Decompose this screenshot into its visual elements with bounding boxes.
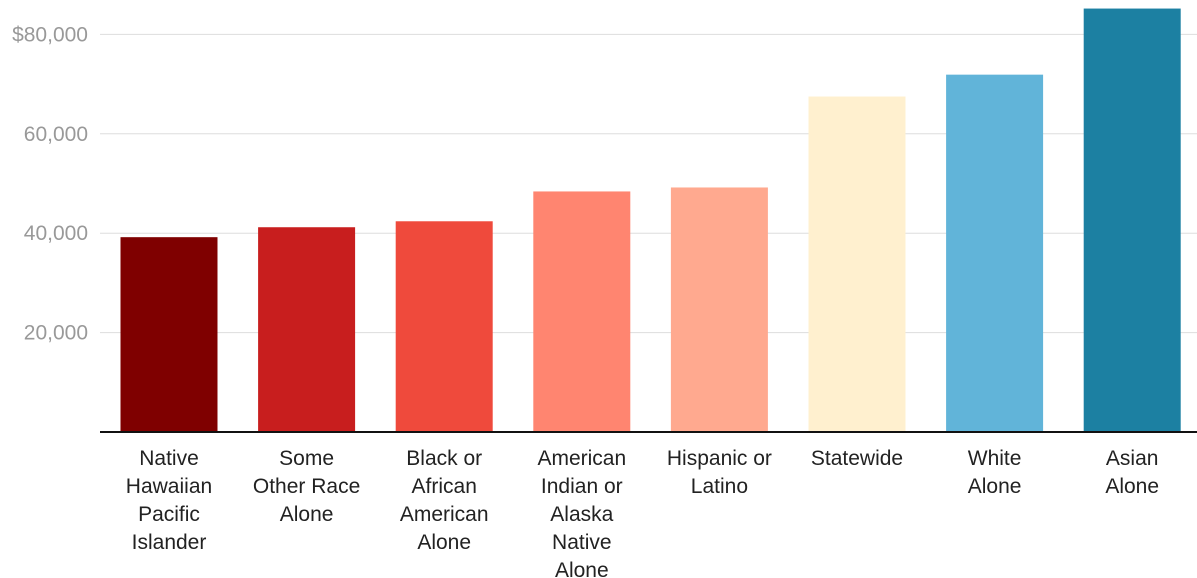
x-axis-tick-labels: Native Hawaiian Pacific Islander Some Other R… (126, 447, 1159, 578)
bar (120, 237, 218, 432)
bar (1083, 8, 1181, 432)
y-tick-label: 40,000 (24, 222, 88, 245)
x-tick-label: Some Other Race Alone (253, 447, 360, 526)
x-tick-label: Asian Alone (1105, 447, 1159, 498)
bar (670, 187, 768, 432)
y-axis-tick-labels: 20,000 40,000 60,000 $80,000 (12, 23, 88, 344)
bar (533, 191, 631, 432)
bar (395, 221, 493, 432)
y-tick-label: 20,000 (24, 322, 88, 345)
x-tick-label: Native Hawaiian Pacific Islander (126, 447, 212, 554)
bar (946, 74, 1044, 433)
x-tick-label: Hispanic or Latino (667, 447, 772, 498)
x-tick-label: American Indian or Alaska Native Alone (537, 447, 626, 578)
bars (120, 8, 1181, 433)
bar (808, 96, 906, 433)
x-tick-label: Black or African American Alone (400, 447, 489, 554)
x-tick-label: White Alone (968, 447, 1022, 498)
y-tick-label: $80,000 (12, 23, 88, 46)
y-tick-label: 60,000 (24, 123, 88, 146)
bar (258, 227, 356, 432)
x-tick-label: Statewide (811, 447, 903, 470)
